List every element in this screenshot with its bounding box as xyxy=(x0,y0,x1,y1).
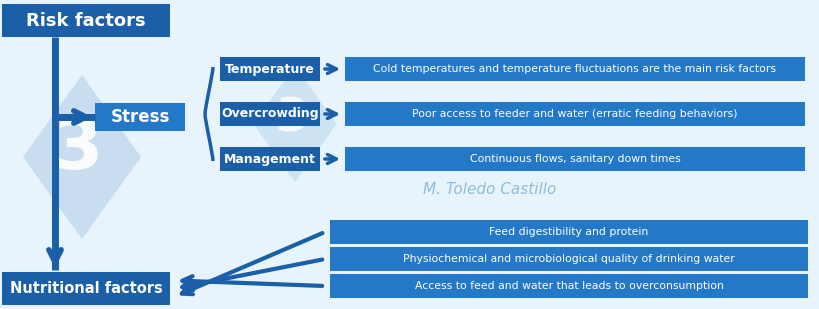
Text: Overcrowding: Overcrowding xyxy=(221,108,319,121)
Text: Temperature: Temperature xyxy=(224,62,314,75)
FancyBboxPatch shape xyxy=(2,4,170,37)
Text: M. Toledo Castillo: M. Toledo Castillo xyxy=(423,181,556,197)
FancyBboxPatch shape xyxy=(345,147,804,171)
Text: 3: 3 xyxy=(275,96,308,142)
Text: Poor access to feeder and water (erratic feeding behaviors): Poor access to feeder and water (erratic… xyxy=(412,109,737,119)
Text: Risk factors: Risk factors xyxy=(26,11,146,29)
Text: Cold temperatures and temperature fluctuations are the main risk factors: Cold temperatures and temperature fluctu… xyxy=(373,64,776,74)
FancyBboxPatch shape xyxy=(219,147,319,171)
FancyBboxPatch shape xyxy=(95,103,185,131)
Polygon shape xyxy=(253,66,337,182)
FancyBboxPatch shape xyxy=(345,57,804,81)
Text: Nutritional factors: Nutritional factors xyxy=(10,281,162,296)
FancyBboxPatch shape xyxy=(329,247,807,271)
Text: Management: Management xyxy=(224,153,315,166)
Text: Stress: Stress xyxy=(111,108,170,126)
FancyBboxPatch shape xyxy=(329,274,807,298)
Text: 3: 3 xyxy=(52,115,102,184)
Text: Access to feed and water that leads to overconsumption: Access to feed and water that leads to o… xyxy=(414,281,722,291)
FancyBboxPatch shape xyxy=(219,57,319,81)
FancyBboxPatch shape xyxy=(345,102,804,126)
Polygon shape xyxy=(23,75,141,239)
Text: Feed digestibility and protein: Feed digestibility and protein xyxy=(489,227,648,237)
Text: Physiochemical and microbiological quality of drinking water: Physiochemical and microbiological quali… xyxy=(403,254,734,264)
FancyBboxPatch shape xyxy=(2,272,170,305)
FancyBboxPatch shape xyxy=(329,220,807,244)
Text: Continuous flows, sanitary down times: Continuous flows, sanitary down times xyxy=(469,154,680,164)
FancyBboxPatch shape xyxy=(219,102,319,126)
